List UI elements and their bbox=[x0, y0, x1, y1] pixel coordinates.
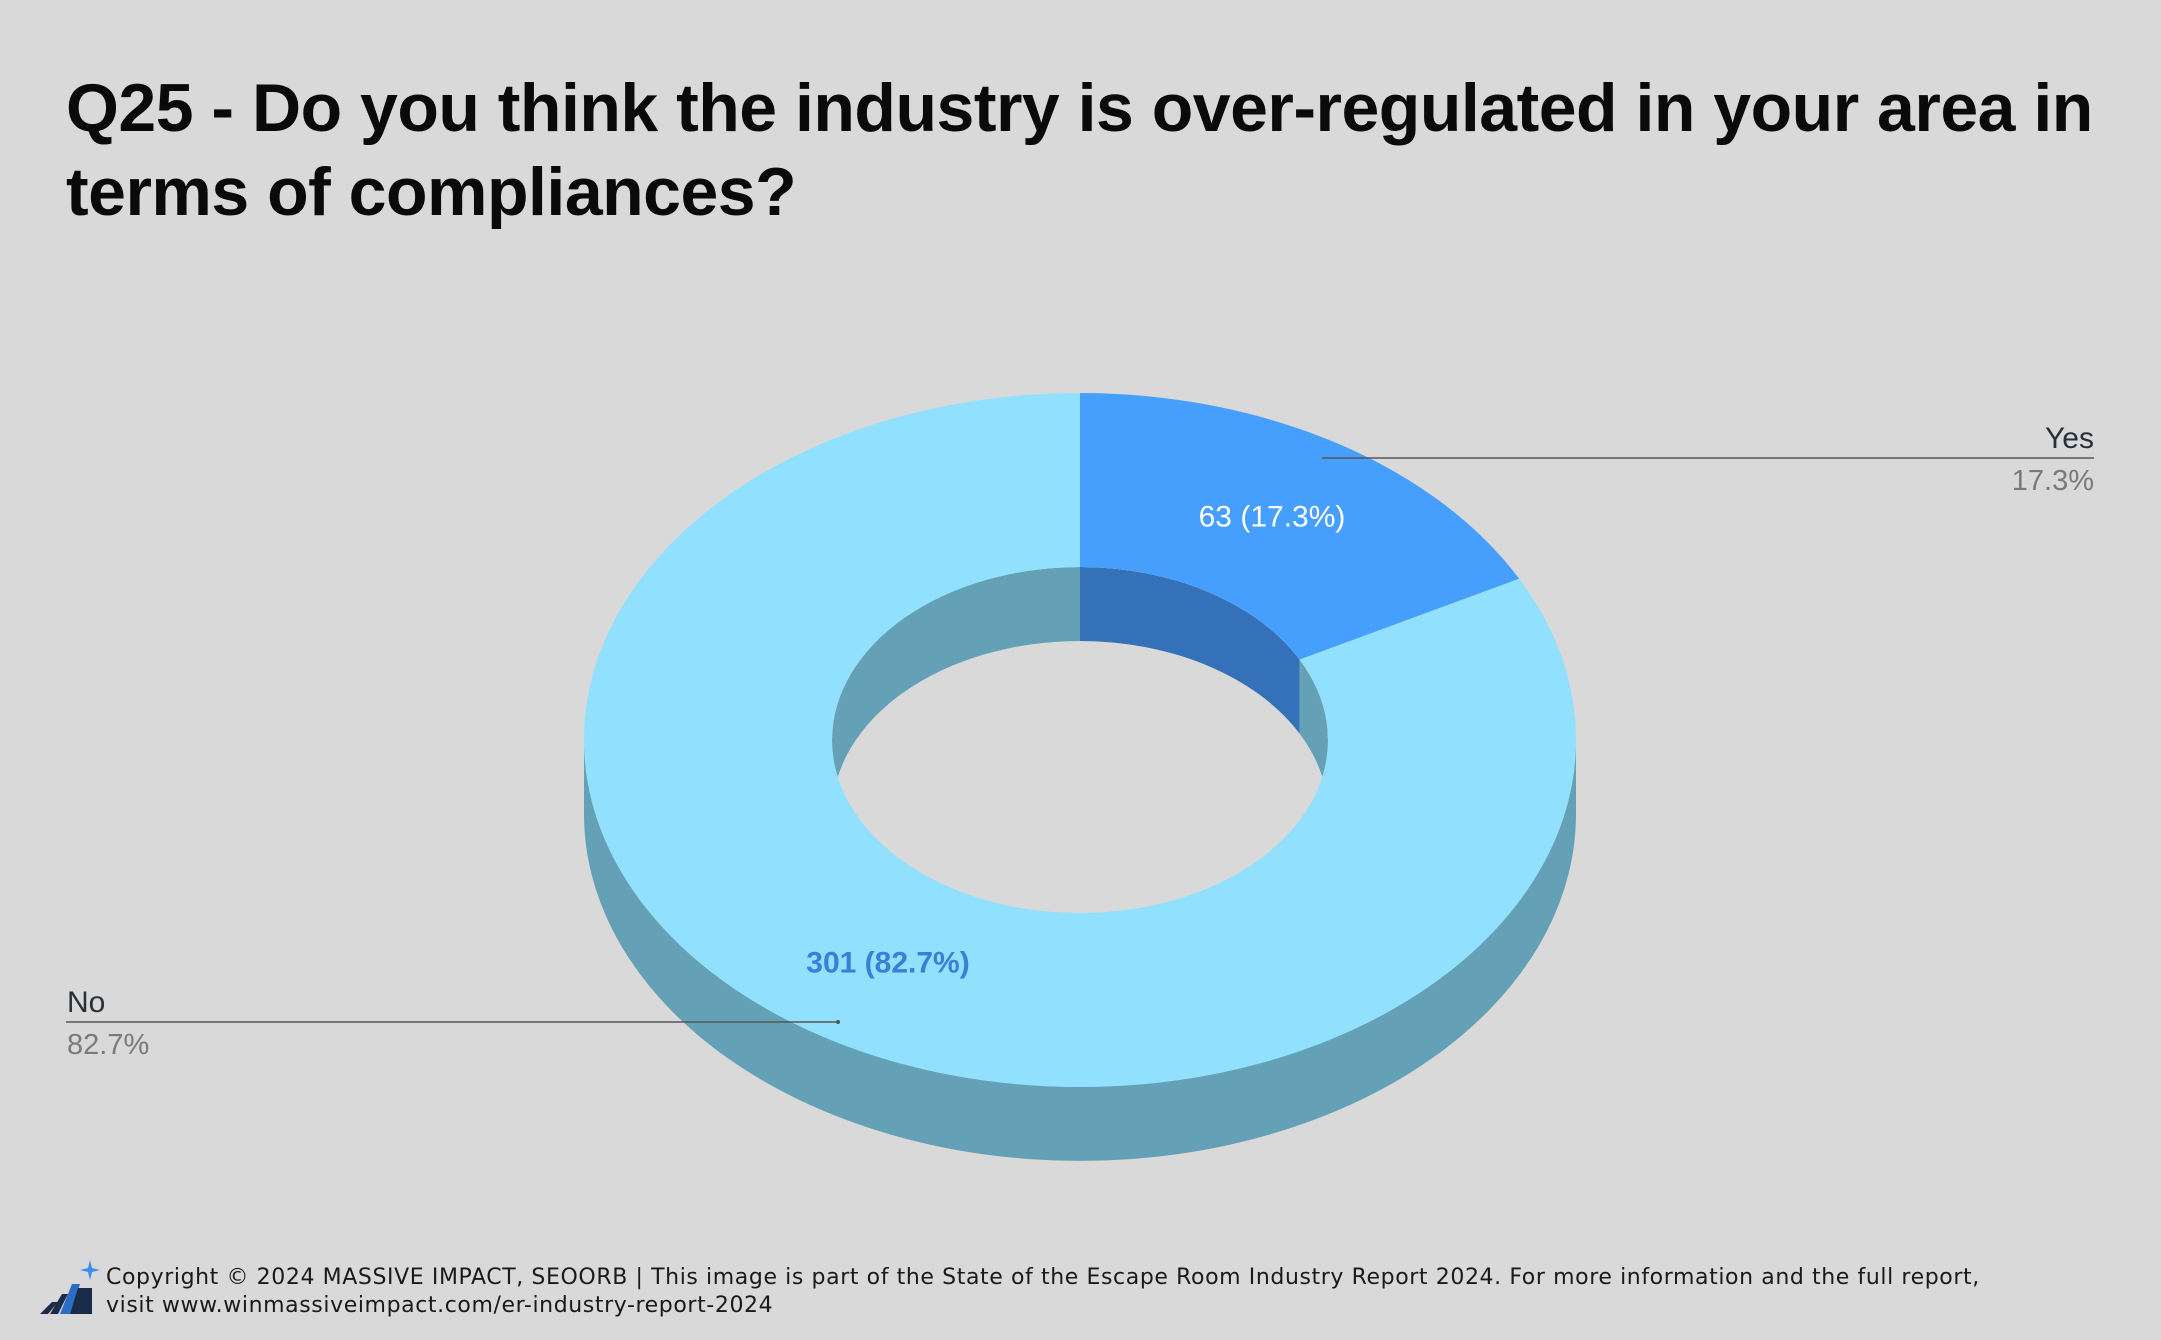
legend-percent-no: 82.7% bbox=[67, 1029, 149, 1061]
footer: Copyright © 2024 MASSIVE IMPACT, SEOORB … bbox=[38, 1258, 2138, 1328]
slice-no bbox=[584, 392, 1577, 1087]
data-label-no: 301 (82.7%) bbox=[806, 947, 969, 980]
footer-text: Copyright © 2024 MASSIVE IMPACT, SEOORB … bbox=[106, 1264, 2136, 1320]
donut-top bbox=[584, 392, 1577, 1087]
chart-title: Q25 - Do you think the industry is over-… bbox=[66, 70, 2093, 230]
massive-impact-logo bbox=[40, 1260, 100, 1314]
inner-wall-no-0-top bbox=[832, 567, 1080, 814]
depth-wall-no bbox=[584, 740, 1576, 1161]
data-label-yes: 63 (17.3%) bbox=[1199, 501, 1346, 534]
footer-copyright: Copyright © 2024 MASSIVE IMPACT, SEOORB … bbox=[106, 1265, 1980, 1290]
donut-depth bbox=[584, 740, 1576, 1161]
slice-yes bbox=[1080, 393, 1520, 660]
inner-wall-no-1-top bbox=[1299, 659, 1328, 814]
legend-percent-yes: 17.3% bbox=[2012, 465, 2094, 497]
callout-dot-no bbox=[836, 1020, 840, 1024]
inner-wall-yes-0-top bbox=[1080, 567, 1300, 734]
callout-legend: Yes 17.3% No 82.7% bbox=[66, 422, 2094, 1061]
legend-name-no: No bbox=[67, 986, 105, 1019]
inner-wall-visible bbox=[832, 567, 1328, 814]
footer-report-link: visit www.winmassiveimpact.com/er-indust… bbox=[106, 1293, 774, 1318]
legend-name-yes: Yes bbox=[2045, 422, 2094, 455]
slice-labels: 63 (17.3%) 301 (82.7%) bbox=[806, 501, 1345, 980]
